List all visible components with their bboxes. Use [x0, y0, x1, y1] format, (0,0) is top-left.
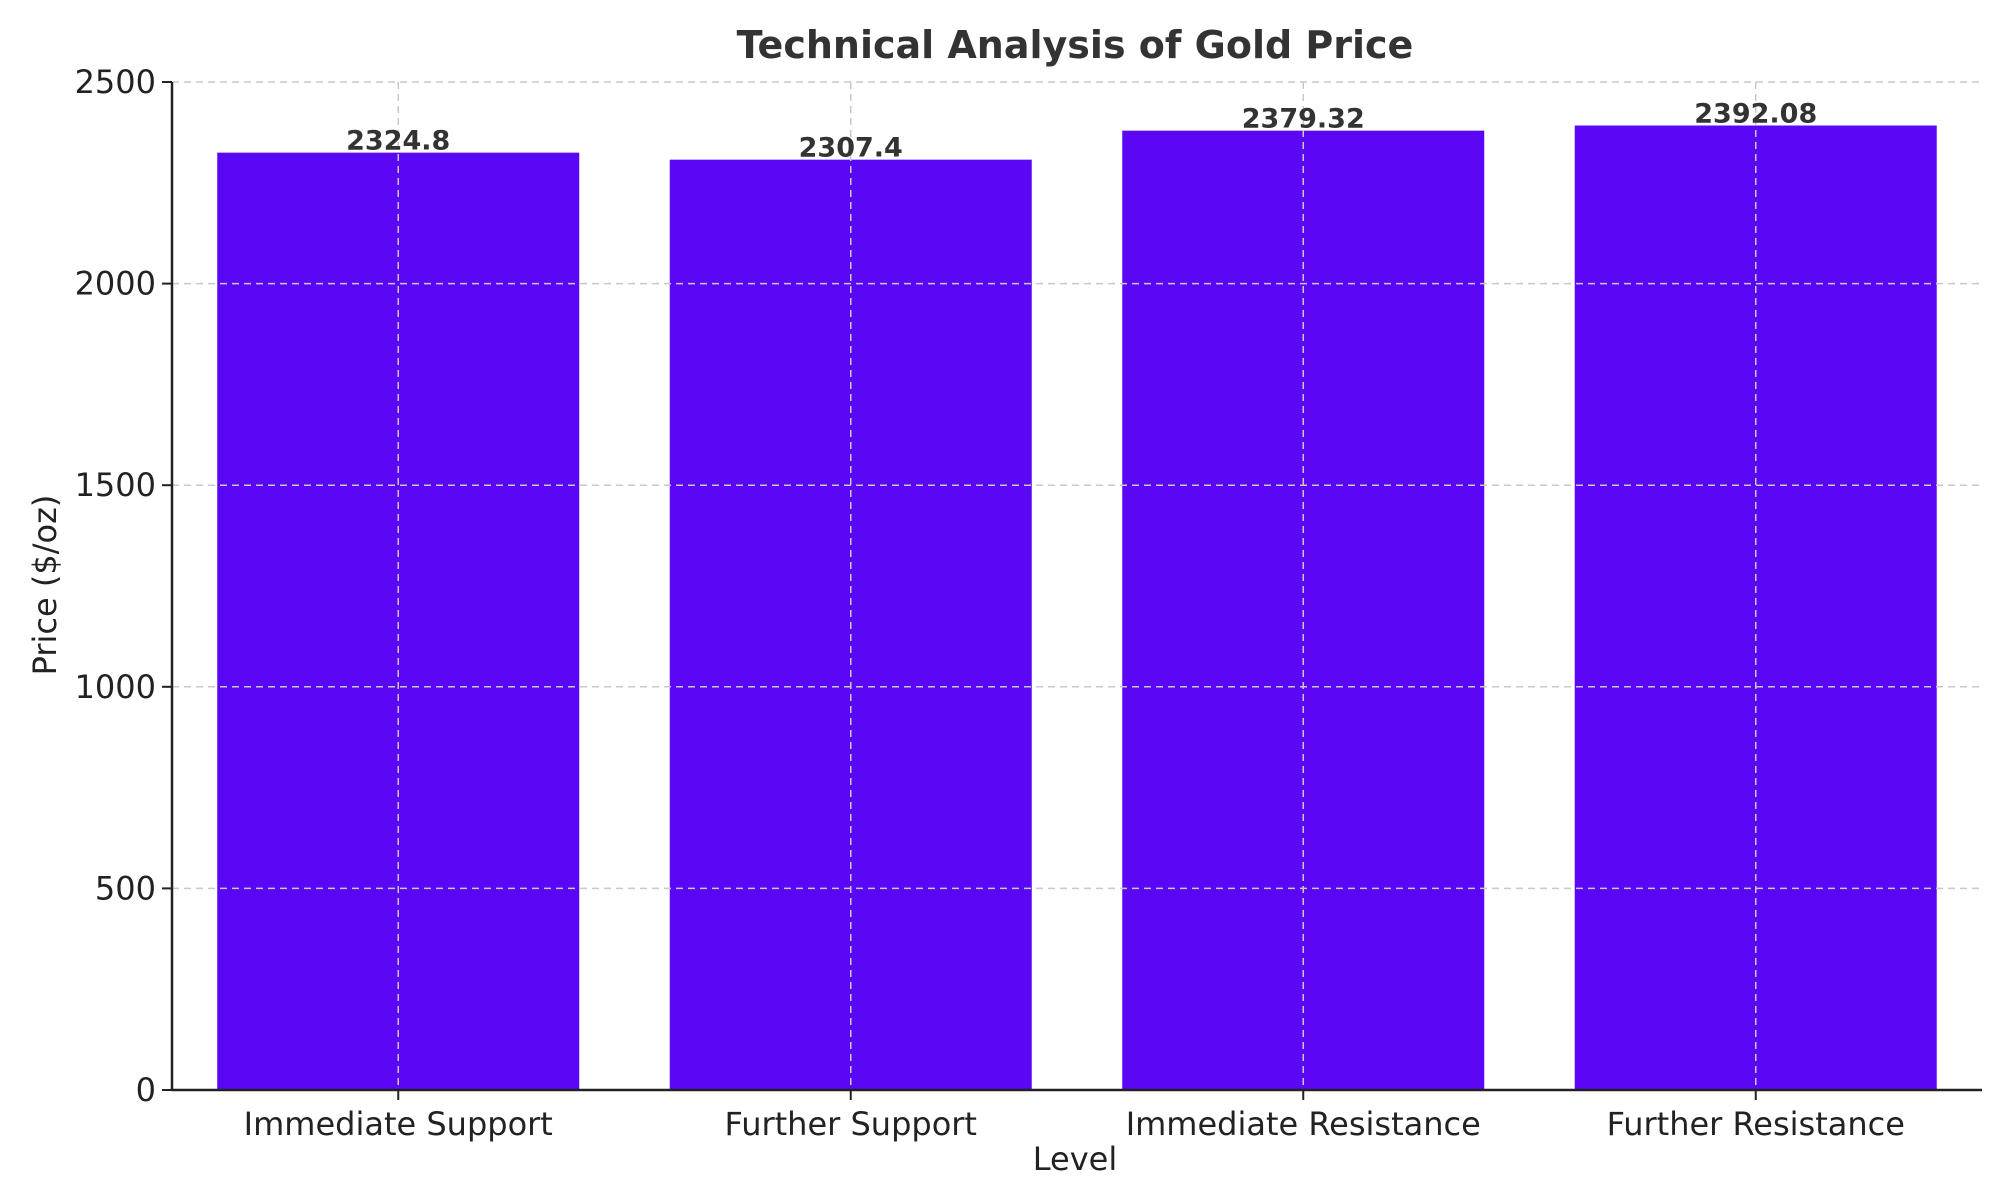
y-tick-label: 0 [136, 1071, 156, 1109]
x-axis-label: Level [1033, 1140, 1117, 1178]
y-tick-label: 1000 [75, 668, 156, 706]
labels: 0 500 1000 1500 2000 2500 Immediate Support 232… [75, 63, 1905, 1143]
bar [1574, 125, 1937, 1090]
bar-value-label: 2324.8 [346, 126, 450, 157]
x-tick-label: Immediate Support [244, 1105, 553, 1143]
y-tick-label: 500 [95, 869, 156, 907]
x-tick-label: Further Support [725, 1105, 977, 1143]
axes [162, 81, 1982, 1100]
bar-value-label: 2392.08 [1694, 99, 1817, 130]
bar-value-label: 2379.32 [1242, 104, 1365, 135]
y-tick-label: 2000 [75, 265, 156, 303]
bar [217, 152, 580, 1091]
x-tick-label: Immediate Resistance [1126, 1105, 1481, 1143]
y-tick-label: 1500 [75, 466, 156, 504]
bars [217, 125, 1937, 1091]
y-axis-label: Price ($/oz) [26, 495, 64, 676]
grid [172, 81, 1982, 1091]
chart-title: Technical Analysis of Gold Price [737, 23, 1414, 67]
bar-value-label: 2307.4 [799, 133, 903, 164]
y-tick-label: 2500 [75, 63, 156, 101]
x-tick-label: Further Resistance [1607, 1105, 1905, 1143]
